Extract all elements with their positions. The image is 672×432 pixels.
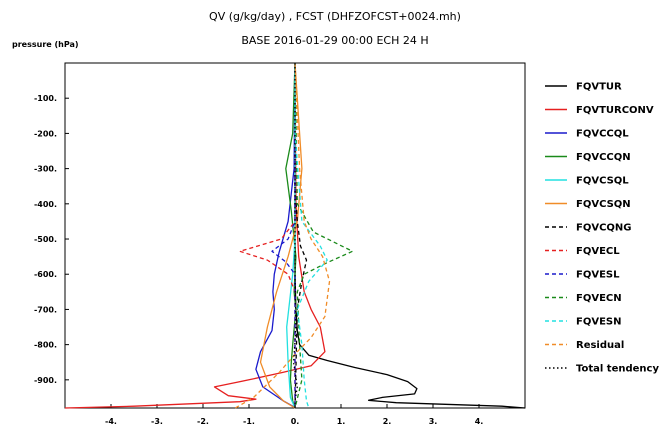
legend-item: FQVCCQN — [545, 152, 631, 163]
x-tick-label: -4. — [105, 417, 117, 426]
y-tick-label: -200. — [34, 129, 57, 138]
legend-label: FQVCSQL — [576, 176, 629, 187]
series-line-fqvccql — [255, 62, 296, 409]
legend-label: FQVESL — [576, 270, 620, 281]
legend-label: Residual — [576, 340, 624, 351]
x-tick-label: 3. — [429, 417, 438, 426]
y-tick-label: -600. — [34, 270, 57, 279]
series-line-fqvesl — [271, 63, 296, 408]
x-tick-label: 0. — [291, 417, 300, 426]
series-line-fqvtur — [294, 63, 526, 409]
legend-item: FQVECL — [545, 246, 620, 257]
legend-item: FQVCSQL — [545, 176, 629, 187]
y-tick-label: -300. — [34, 165, 57, 174]
legend-label: FQVECN — [576, 293, 622, 304]
legend-label: FQVESN — [576, 317, 621, 328]
series-line-fqvccqn — [285, 62, 297, 409]
legend-label: FQVCCQN — [576, 152, 631, 163]
series-line-fqvecl — [239, 63, 296, 408]
legend-item: Total tendency — [545, 364, 659, 375]
legend-item: FQVESN — [545, 317, 621, 328]
legend-item: Residual — [545, 340, 624, 351]
series-line-fqvesn — [294, 63, 328, 409]
legend-item: FQVTUR — [545, 82, 622, 93]
x-tick-label: 4. — [475, 417, 484, 426]
y-tick-label: -400. — [34, 200, 57, 209]
series-line-fqvcsqn — [259, 62, 303, 409]
legend-item: FQVESL — [545, 270, 620, 281]
chart-title: QV (g/kg/day) , FCST (DHFZOFCST+0024.mh) — [209, 10, 461, 23]
y-axis-label: pressure (hPa) — [12, 40, 79, 49]
legend-item: FQVTURCONV — [545, 105, 654, 116]
legend-label: FQVTURCONV — [576, 105, 654, 116]
series-line-fqvcsql — [286, 63, 296, 409]
y-tick-label: -900. — [34, 376, 57, 385]
legend-item: FQVCSQN — [545, 199, 631, 210]
x-tick-label: 1. — [337, 417, 346, 426]
x-tick-label: 2. — [383, 417, 392, 426]
legend-label: FQVCSQN — [576, 199, 631, 210]
x-tick-label: -2. — [197, 417, 209, 426]
legend-label: Total tendency — [576, 364, 659, 375]
legend-item: FQVCCQL — [545, 129, 629, 140]
series-line-residual — [234, 62, 331, 409]
legend-label: FQVECL — [576, 246, 620, 257]
y-tick-label: -500. — [34, 235, 57, 244]
legend: FQVTUR FQVTURCONV FQVCCQL FQVCCQN FQVCSQL FQV… — [545, 82, 659, 375]
y-tick-label: -100. — [34, 94, 57, 103]
series-line-fqvturconv — [64, 62, 326, 409]
legend-label: FQVCCQL — [576, 129, 629, 140]
legend-item: FQVECN — [545, 293, 622, 304]
legend-label: FQVTUR — [576, 82, 622, 93]
legend-item: FQVCQNG — [545, 223, 632, 234]
legend-label: FQVCQNG — [576, 223, 632, 234]
series-line-fqvecn — [294, 62, 354, 409]
y-tick-label: -700. — [34, 305, 57, 314]
plot-area: -4. -3. -2. -1. 0. 1. 2. 3. 4. -100. -200. -300. -40… — [34, 62, 526, 426]
x-tick-label: -1. — [243, 417, 255, 426]
chart-subtitle: BASE 2016-01-29 00:00 ECH 24 H — [241, 34, 428, 47]
x-tick-label: -3. — [151, 417, 163, 426]
y-tick-label: -800. — [34, 341, 57, 350]
